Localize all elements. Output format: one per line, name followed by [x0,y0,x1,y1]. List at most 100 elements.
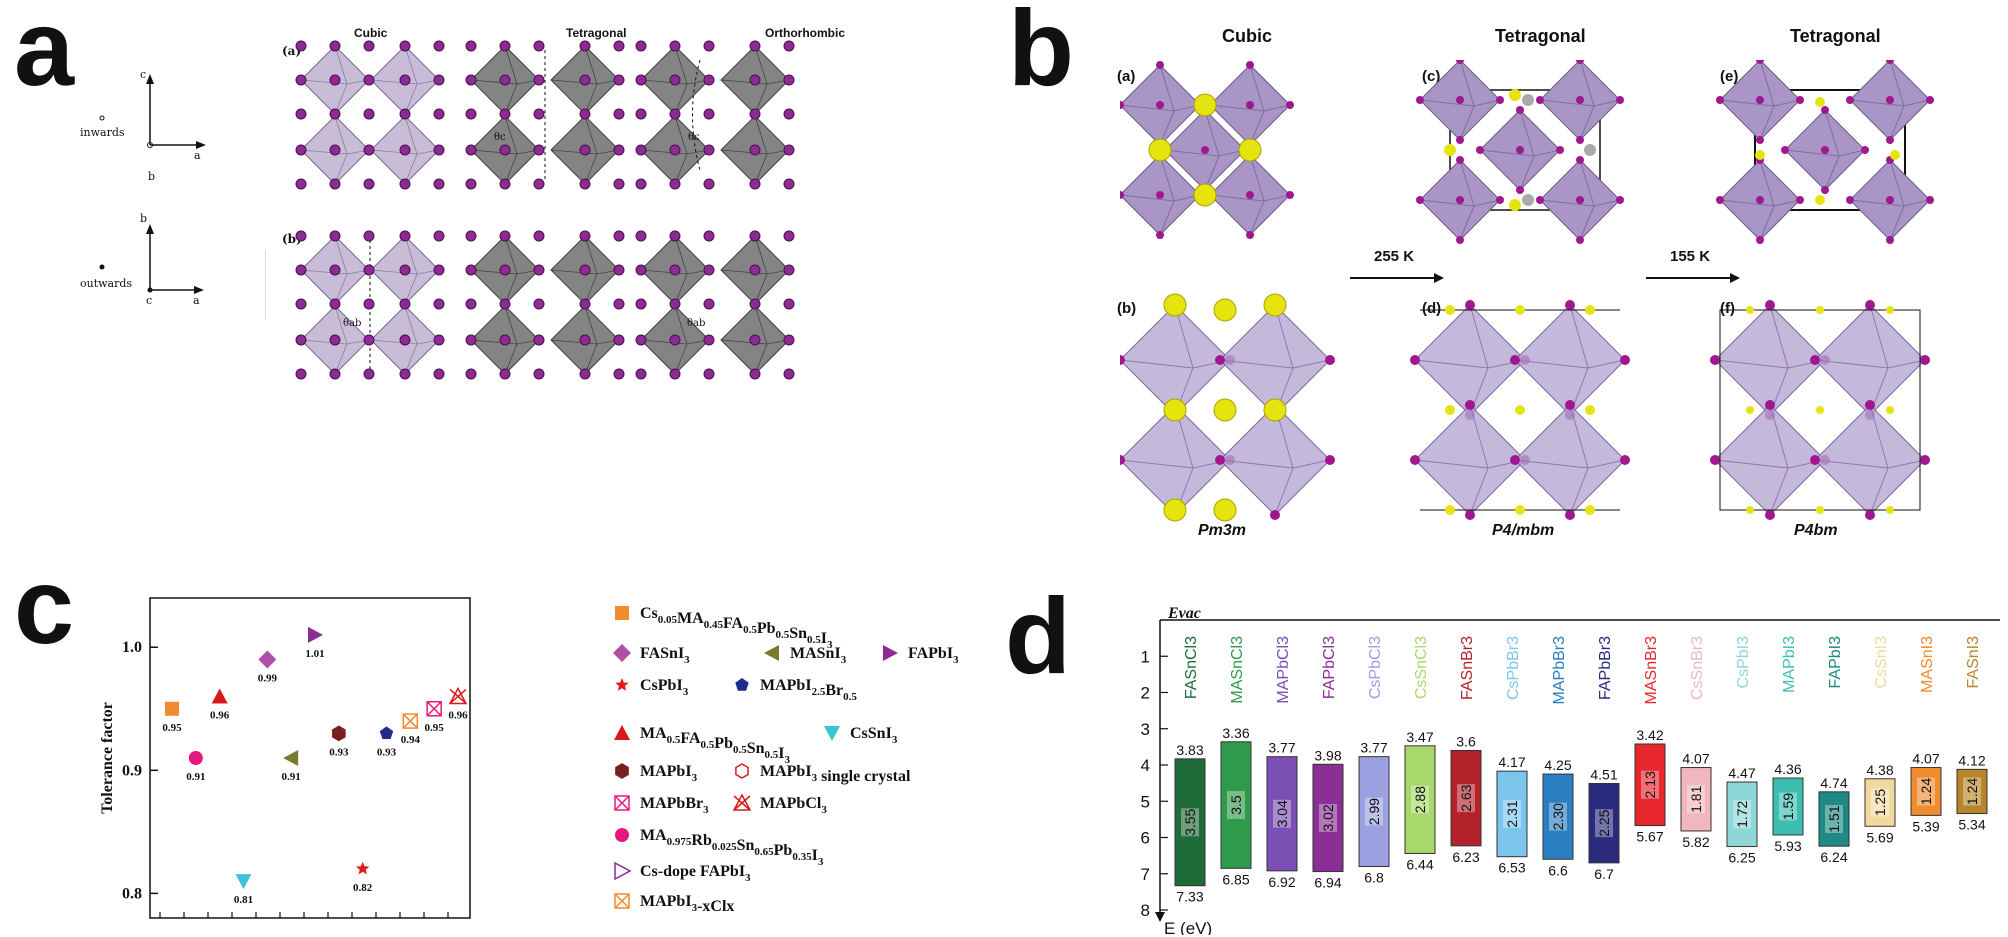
iodide-atom [635,74,647,86]
iodide-atom [749,334,761,346]
gap-highlight [1319,803,1337,832]
iodide-atom [499,108,511,120]
iodide-atom [579,178,591,190]
material-name: CsPbBr3 [1505,636,1522,700]
iodide-atom [783,178,795,190]
iodide-atom [499,74,511,86]
data-point [356,861,370,875]
axis-bottom-note: outwards [80,277,133,290]
iodide-atom [613,264,625,276]
panel-a-divider [265,250,266,320]
legend-marker [883,645,898,661]
axis-bottom-up: b [140,212,148,225]
iodide-atom [329,40,341,52]
material-name: MAPbCl3 [1275,636,1292,704]
iodide-atom [579,74,591,86]
iodide-atom [363,40,375,52]
gap-highlight [1365,797,1383,826]
iodide-atom [635,264,647,276]
band-bar [1358,756,1390,868]
iodide-atom [749,108,761,120]
material-name: MASnCl3 [1229,636,1246,704]
vbm-label: 6.7 [1594,866,1614,882]
material-name: FASnCl3 [1183,636,1200,699]
band-bar [1772,777,1804,836]
data-value-label: 0.81 [234,894,253,906]
data-value-label: 0.91 [186,771,205,783]
space-group-p4bm: P4bm [1794,522,1838,539]
iodide-atom [399,144,411,156]
iodide-atom [613,298,625,310]
iodide-atom [433,298,445,310]
band-alignment-chart: Evac 1 2 3 4 5 6 7 8 E (eV) 3.55 3.83 7.33 FASnCl3 3.5… [1141,605,2000,935]
cbm-label: 3.6 [1456,734,1476,750]
axis-top-depth: b [148,170,156,183]
vbm-label: 5.39 [1912,818,1939,834]
data-point [235,874,252,890]
iodide-atom [635,178,647,190]
cbm-label: 4.12 [1958,752,1985,768]
gap-highlight [1227,791,1245,820]
data-point [308,626,323,643]
iodide-atom [783,264,795,276]
legend-label: CsPbI3 [640,677,689,698]
iodide-atom [635,108,647,120]
iodide-atom [579,334,591,346]
iodide-atom [579,40,591,52]
iodide-atom [533,40,545,52]
material-name: CsSnBr3 [1689,636,1706,700]
material-name: FASnI3 [1965,636,1982,689]
cbm-label: 3.47 [1406,729,1433,745]
iodide-atom [533,334,545,346]
iodide-atom [669,144,681,156]
legend-marker [614,861,632,881]
iodide-atom [703,74,715,86]
axis-bottom-right: a [193,294,200,307]
material-name: FASnBr3 [1459,636,1476,700]
legend-marker [615,678,629,691]
iodide-atom [295,40,307,52]
iodide-atom [465,298,477,310]
gap-highlight [1641,770,1659,799]
iodide-atom [465,144,477,156]
legend-label: FAPbI3 [908,645,959,666]
data-value-label: 0.93 [329,746,349,758]
data-point [379,726,394,739]
iodide-atom [465,40,477,52]
band-bar [1726,781,1758,848]
data-value-label: 1.01 [305,648,324,660]
data-value-label: 0.82 [353,882,373,894]
y-tick-label: 5 [1141,792,1150,811]
iodide-atom [749,40,761,52]
data-value-label: 0.96 [448,709,468,721]
angle-label-1: θc [494,132,506,143]
axis-bottom-depth: c [146,294,153,307]
transition-255k: 255 K [1374,248,1415,265]
vbm-label: 7.33 [1176,889,1203,905]
iodide-atom [363,178,375,190]
iodide-atom [703,334,715,346]
panel-b-sub-d: (d) [1422,300,1442,317]
iodide-atom [399,264,411,276]
axis-top-note: inwards [80,126,125,139]
iodide-atom [399,230,411,242]
space-group-pm3m: Pm3m [1198,522,1247,539]
cbm-label: 4.25 [1544,757,1571,773]
iodide-atom [703,108,715,120]
iodide-atom [669,40,681,52]
iodide-atom [329,298,341,310]
iodide-atom [783,74,795,86]
band-bar [1956,768,1988,815]
vacuum-label: Evac [1167,605,1201,622]
iodide-atom [295,298,307,310]
gap-label: 1.59 [1780,793,1796,820]
iodide-atom [703,264,715,276]
vbm-label: 5.93 [1774,838,1801,854]
data-point [402,713,419,729]
gap-label: 1.24 [1964,778,1980,805]
gap-label: 2.99 [1366,798,1382,825]
material-name: FAPbBr3 [1597,636,1614,700]
iodide-atom [635,334,647,346]
band-bar [1312,763,1344,873]
